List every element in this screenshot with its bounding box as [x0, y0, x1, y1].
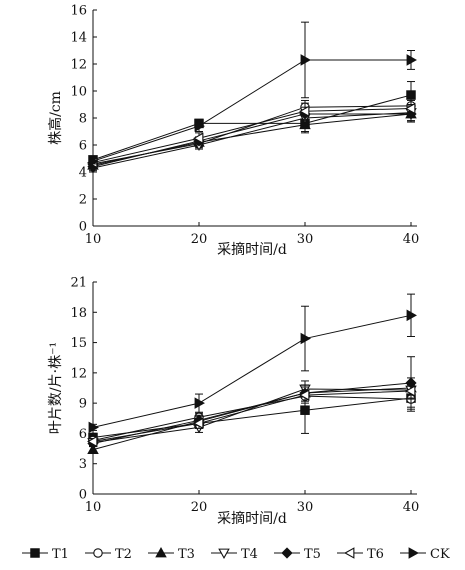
legend-item-t6: T6 [337, 547, 384, 562]
x-tick-label: 40 [403, 500, 420, 515]
x-axis-label: 采摘时间/d [217, 241, 287, 258]
y-tick-label: 6 [79, 139, 87, 154]
series-t5 [87, 106, 417, 173]
series-line [92, 390, 412, 442]
series-t3 [87, 105, 417, 170]
legend-item-t3: T3 [148, 547, 195, 562]
series-t4 [87, 104, 417, 174]
series-line [92, 388, 412, 444]
y-tick-label: 15 [70, 336, 87, 351]
x-tick-label: 20 [191, 500, 208, 515]
legend-marker [30, 548, 40, 558]
data-point [299, 389, 310, 401]
data-point [405, 102, 416, 115]
legend-label: T2 [115, 547, 132, 562]
legend-label: T6 [367, 547, 384, 562]
series-line [92, 108, 412, 164]
y-tick-label: 4 [79, 166, 87, 181]
data-point [194, 120, 205, 132]
series-t6 [87, 382, 416, 448]
legend-marker [218, 548, 230, 559]
series-t1 [88, 384, 416, 443]
y-tick-label: 10 [70, 85, 87, 100]
x-tick-label: 10 [85, 232, 102, 247]
series-line [92, 59, 411, 162]
legend-label: T4 [241, 547, 258, 562]
y-tick-label: 21 [70, 276, 87, 291]
data-point [88, 155, 99, 167]
series-t1 [88, 81, 416, 165]
legend-label: T5 [304, 547, 321, 562]
y-tick-label: 14 [70, 31, 87, 46]
legend-item-ck: CK [400, 547, 450, 562]
series-line [92, 112, 412, 169]
legend-item-t1: T1 [22, 547, 69, 562]
legend-label: T1 [52, 547, 69, 562]
y-tick-label: 18 [70, 306, 87, 321]
leaf-number-chart: 0 3 6 9 12 15 18 21 10 20 30 40 采摘时间/d 叶片数/片·株⁻¹ [48, 276, 419, 528]
legend-label: CK [430, 547, 450, 562]
series-line [92, 314, 412, 428]
legend: T1 T2 T3 T4 T5 T6 CK [22, 547, 450, 562]
legend-marker [344, 547, 355, 559]
data-point [300, 405, 310, 415]
data-point [87, 435, 98, 448]
series-line [92, 387, 412, 451]
series-line [92, 382, 412, 445]
series-t6 [87, 99, 416, 169]
x-axis-label: 采摘时间/d [217, 510, 287, 527]
legend-item-t2: T2 [85, 547, 132, 562]
y-tick-label: 0 [79, 220, 87, 235]
plant-height-chart: 0 2 4 6 8 10 12 14 16 10 20 30 40 采摘时间/d 株高/cm [47, 4, 419, 259]
series-ck [88, 21, 417, 167]
y-tick-label: 6 [79, 427, 87, 442]
y-tick-label: 3 [79, 457, 87, 472]
legend-item-t5: T5 [274, 547, 321, 562]
data-point [406, 309, 417, 322]
y-tick-label: 16 [70, 4, 87, 19]
data-point [300, 54, 311, 66]
series-ck [88, 293, 417, 434]
series-line [92, 94, 412, 161]
series-line [92, 397, 412, 438]
data-point [300, 332, 311, 345]
data-point [194, 397, 205, 409]
y-tick-label: 8 [79, 112, 87, 127]
data-point [88, 421, 99, 434]
legend-marker [93, 548, 103, 558]
y-tick-label: 12 [70, 366, 87, 381]
x-tick-label: 30 [297, 500, 314, 515]
y-tick-label: 0 [79, 488, 87, 503]
series-line [92, 113, 411, 168]
x-tick-label: 40 [403, 232, 420, 247]
data-point [405, 385, 416, 397]
data-point [193, 132, 204, 145]
data-point [299, 105, 310, 118]
y-tick-label: 2 [79, 193, 87, 208]
y-tick-label: 12 [70, 58, 87, 73]
data-point [406, 54, 417, 66]
legend-marker [281, 547, 293, 559]
series-t2 [88, 97, 416, 169]
x-tick-label: 10 [85, 500, 102, 515]
data-point [193, 417, 204, 430]
legend-label: T3 [178, 547, 195, 562]
legend-item-t4: T4 [211, 547, 258, 562]
legend-marker [408, 547, 419, 559]
y-axis-label: 叶片数/片·株⁻¹ [48, 342, 64, 434]
legend-marker [155, 547, 167, 558]
x-tick-label: 30 [297, 232, 314, 247]
y-tick-label: 9 [79, 397, 87, 412]
x-tick-label: 20 [191, 232, 208, 247]
y-axis-label: 株高/cm [47, 91, 64, 145]
